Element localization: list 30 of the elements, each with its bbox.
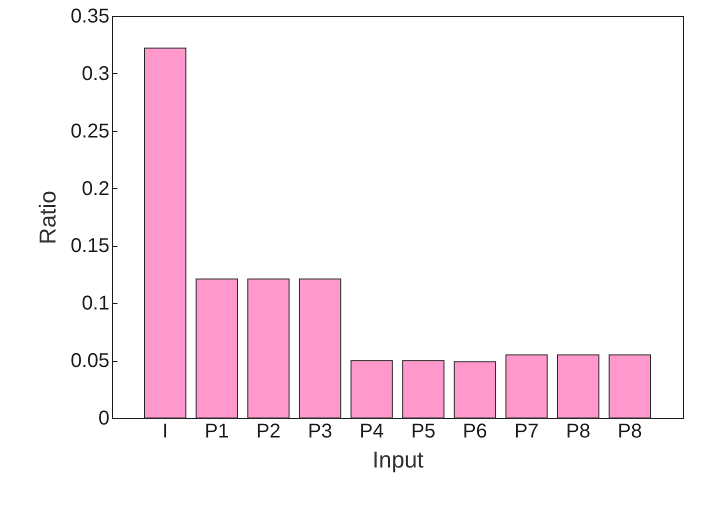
x-tick-label: P7 bbox=[514, 420, 539, 442]
x-tick-label: P6 bbox=[462, 420, 488, 442]
x-axis-title: Input bbox=[372, 446, 424, 472]
bar bbox=[608, 354, 651, 418]
x-tick-label: P8 bbox=[566, 420, 590, 442]
bar bbox=[505, 354, 548, 418]
bar bbox=[247, 278, 290, 418]
x-tick-label: P5 bbox=[411, 420, 436, 442]
x-tick-label: P2 bbox=[256, 420, 281, 442]
bar bbox=[454, 361, 496, 418]
y-axis-title: Ratio bbox=[34, 190, 61, 244]
x-tick-label: P8 bbox=[618, 420, 642, 442]
y-tick-label: 0.35 bbox=[70, 6, 110, 28]
bar bbox=[350, 360, 393, 418]
y-tick-label: 0 bbox=[98, 408, 110, 430]
bar bbox=[557, 354, 600, 418]
y-tick-label: 0.1 bbox=[82, 292, 110, 315]
y-tick-label: 0.2 bbox=[82, 178, 110, 200]
y-tick-label: 0.25 bbox=[70, 120, 110, 142]
bar bbox=[402, 360, 444, 418]
x-tick-label: I bbox=[162, 420, 168, 442]
y-tick-label: 0.15 bbox=[70, 235, 110, 258]
x-tick-label: P3 bbox=[308, 420, 332, 442]
x-tick-label: P4 bbox=[359, 420, 384, 442]
bar bbox=[144, 48, 186, 418]
bar bbox=[196, 278, 238, 418]
bar bbox=[298, 278, 342, 418]
x-tick-label: P1 bbox=[204, 420, 230, 442]
y-tick-label: 0.05 bbox=[70, 350, 110, 372]
y-tick-label: 0.3 bbox=[82, 62, 110, 85]
